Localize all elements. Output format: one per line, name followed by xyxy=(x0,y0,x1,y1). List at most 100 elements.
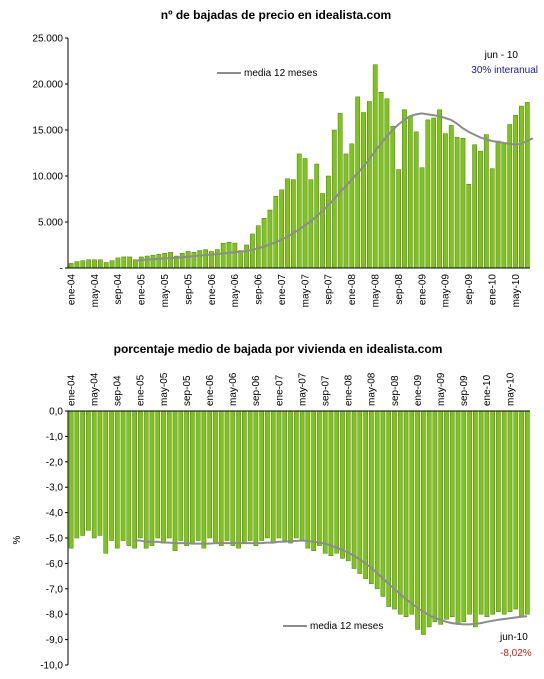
x-tick-label: ene-06 xyxy=(205,374,216,406)
bar xyxy=(431,117,437,269)
chart-1-x-axis: ene-04 may-04 sep-04 ene-05 may-05 sep-05 ene-… xyxy=(66,274,522,308)
bar xyxy=(460,138,466,269)
bar xyxy=(115,257,121,269)
y-tick-label: 20.000 xyxy=(32,80,63,91)
bar xyxy=(127,256,132,269)
y-tick-label: -10,0 xyxy=(40,661,63,672)
bar xyxy=(168,252,173,269)
bar xyxy=(218,410,224,546)
x-tick-label: ene-04 xyxy=(66,274,77,306)
y-tick-label: -6,0 xyxy=(46,559,64,570)
x-tick-label: may-07 xyxy=(297,372,308,406)
bar xyxy=(421,410,426,635)
bar xyxy=(91,410,97,539)
x-tick-label: may-04 xyxy=(90,372,101,406)
x-tick-label: ene-06 xyxy=(207,274,218,306)
bar xyxy=(226,241,232,269)
bar xyxy=(443,133,448,269)
bar xyxy=(524,410,530,615)
x-tick-label: sep-05 xyxy=(183,274,194,305)
bar xyxy=(224,410,230,541)
bar xyxy=(244,244,249,269)
bar xyxy=(270,410,276,544)
y-tick-label: -9,0 xyxy=(46,635,64,646)
bar xyxy=(432,410,438,623)
x-tick-label: sep-06 xyxy=(251,375,262,406)
y-tick-label: - xyxy=(60,264,63,275)
chart-1-annotation-date: jun - 10 xyxy=(484,50,519,61)
bar xyxy=(213,410,218,544)
bar xyxy=(461,410,467,623)
bar xyxy=(68,410,74,549)
x-tick-label: may-10 xyxy=(505,372,516,406)
bar xyxy=(97,410,103,536)
bar xyxy=(473,410,478,628)
chart-1-title: nº de bajadas de precio en idealista.com xyxy=(161,8,391,22)
x-tick-label: ene-09 xyxy=(417,274,428,306)
x-tick-label: sep-04 xyxy=(113,274,124,305)
y-tick-label: -2,0 xyxy=(46,457,64,468)
bar xyxy=(397,410,403,615)
x-tick-label: may-09 xyxy=(441,274,452,308)
chart-1-legend-label: media 12 meses xyxy=(244,68,317,79)
bar xyxy=(282,410,288,541)
bar xyxy=(490,410,496,615)
x-tick-label: sep-08 xyxy=(390,375,401,406)
bar xyxy=(296,153,302,269)
bar xyxy=(162,253,168,269)
bar xyxy=(305,410,311,549)
x-tick-label: may-08 xyxy=(371,274,382,308)
chart-1-y-axis: 25.000 20.000 15.000 10.000 5.000 - xyxy=(32,34,68,275)
bar xyxy=(166,410,172,539)
bar xyxy=(149,410,155,546)
bar xyxy=(455,410,461,625)
bar xyxy=(238,250,244,269)
bar xyxy=(265,410,270,539)
bar xyxy=(214,249,220,269)
bar xyxy=(340,410,345,559)
bar xyxy=(484,410,490,617)
bar xyxy=(478,410,484,615)
bar xyxy=(413,131,419,269)
chart-1-average-line xyxy=(135,112,534,262)
chart-2-average-line xyxy=(134,539,528,626)
bar xyxy=(207,410,213,539)
bar xyxy=(519,105,524,269)
bar xyxy=(285,178,290,269)
bar xyxy=(267,209,273,269)
x-tick-label: ene-10 xyxy=(482,374,493,406)
bar xyxy=(109,260,115,269)
bar xyxy=(150,254,156,269)
x-tick-label: may-05 xyxy=(160,274,171,308)
bar xyxy=(351,410,357,569)
bar xyxy=(190,410,195,544)
x-tick-label: may-07 xyxy=(300,274,311,308)
bar xyxy=(483,134,489,269)
chart-2-y-axis: 0,0 -1,0 -2,0 -3,0 -4,0 -5,0 -6,0 -7,0 -8,0 -9,0 -… xyxy=(40,407,68,672)
bar xyxy=(320,193,325,269)
bar xyxy=(236,410,241,549)
chart-1-annotation-change: 30% interanual xyxy=(471,65,538,76)
bar xyxy=(386,410,392,607)
bar xyxy=(302,158,308,269)
x-tick-label: may-04 xyxy=(90,274,101,308)
bar xyxy=(232,242,238,269)
bar xyxy=(86,259,92,269)
x-tick-label: may-09 xyxy=(436,372,447,406)
bar xyxy=(501,410,507,615)
chart-2-title: porcentaje medio de bajada por vivienda … xyxy=(114,342,443,356)
bar xyxy=(242,410,247,544)
x-tick-label: ene-05 xyxy=(136,374,147,406)
bar xyxy=(293,410,299,539)
bar xyxy=(288,410,293,544)
bar xyxy=(496,410,501,612)
bar xyxy=(328,410,334,557)
bar xyxy=(343,153,349,269)
bar xyxy=(109,410,114,541)
bar xyxy=(103,262,109,269)
chart-2-annotation-date: jun-10 xyxy=(499,632,528,643)
bar xyxy=(334,410,340,554)
x-tick-label: sep-09 xyxy=(464,274,475,305)
average-line xyxy=(134,539,528,626)
bar xyxy=(195,410,201,541)
